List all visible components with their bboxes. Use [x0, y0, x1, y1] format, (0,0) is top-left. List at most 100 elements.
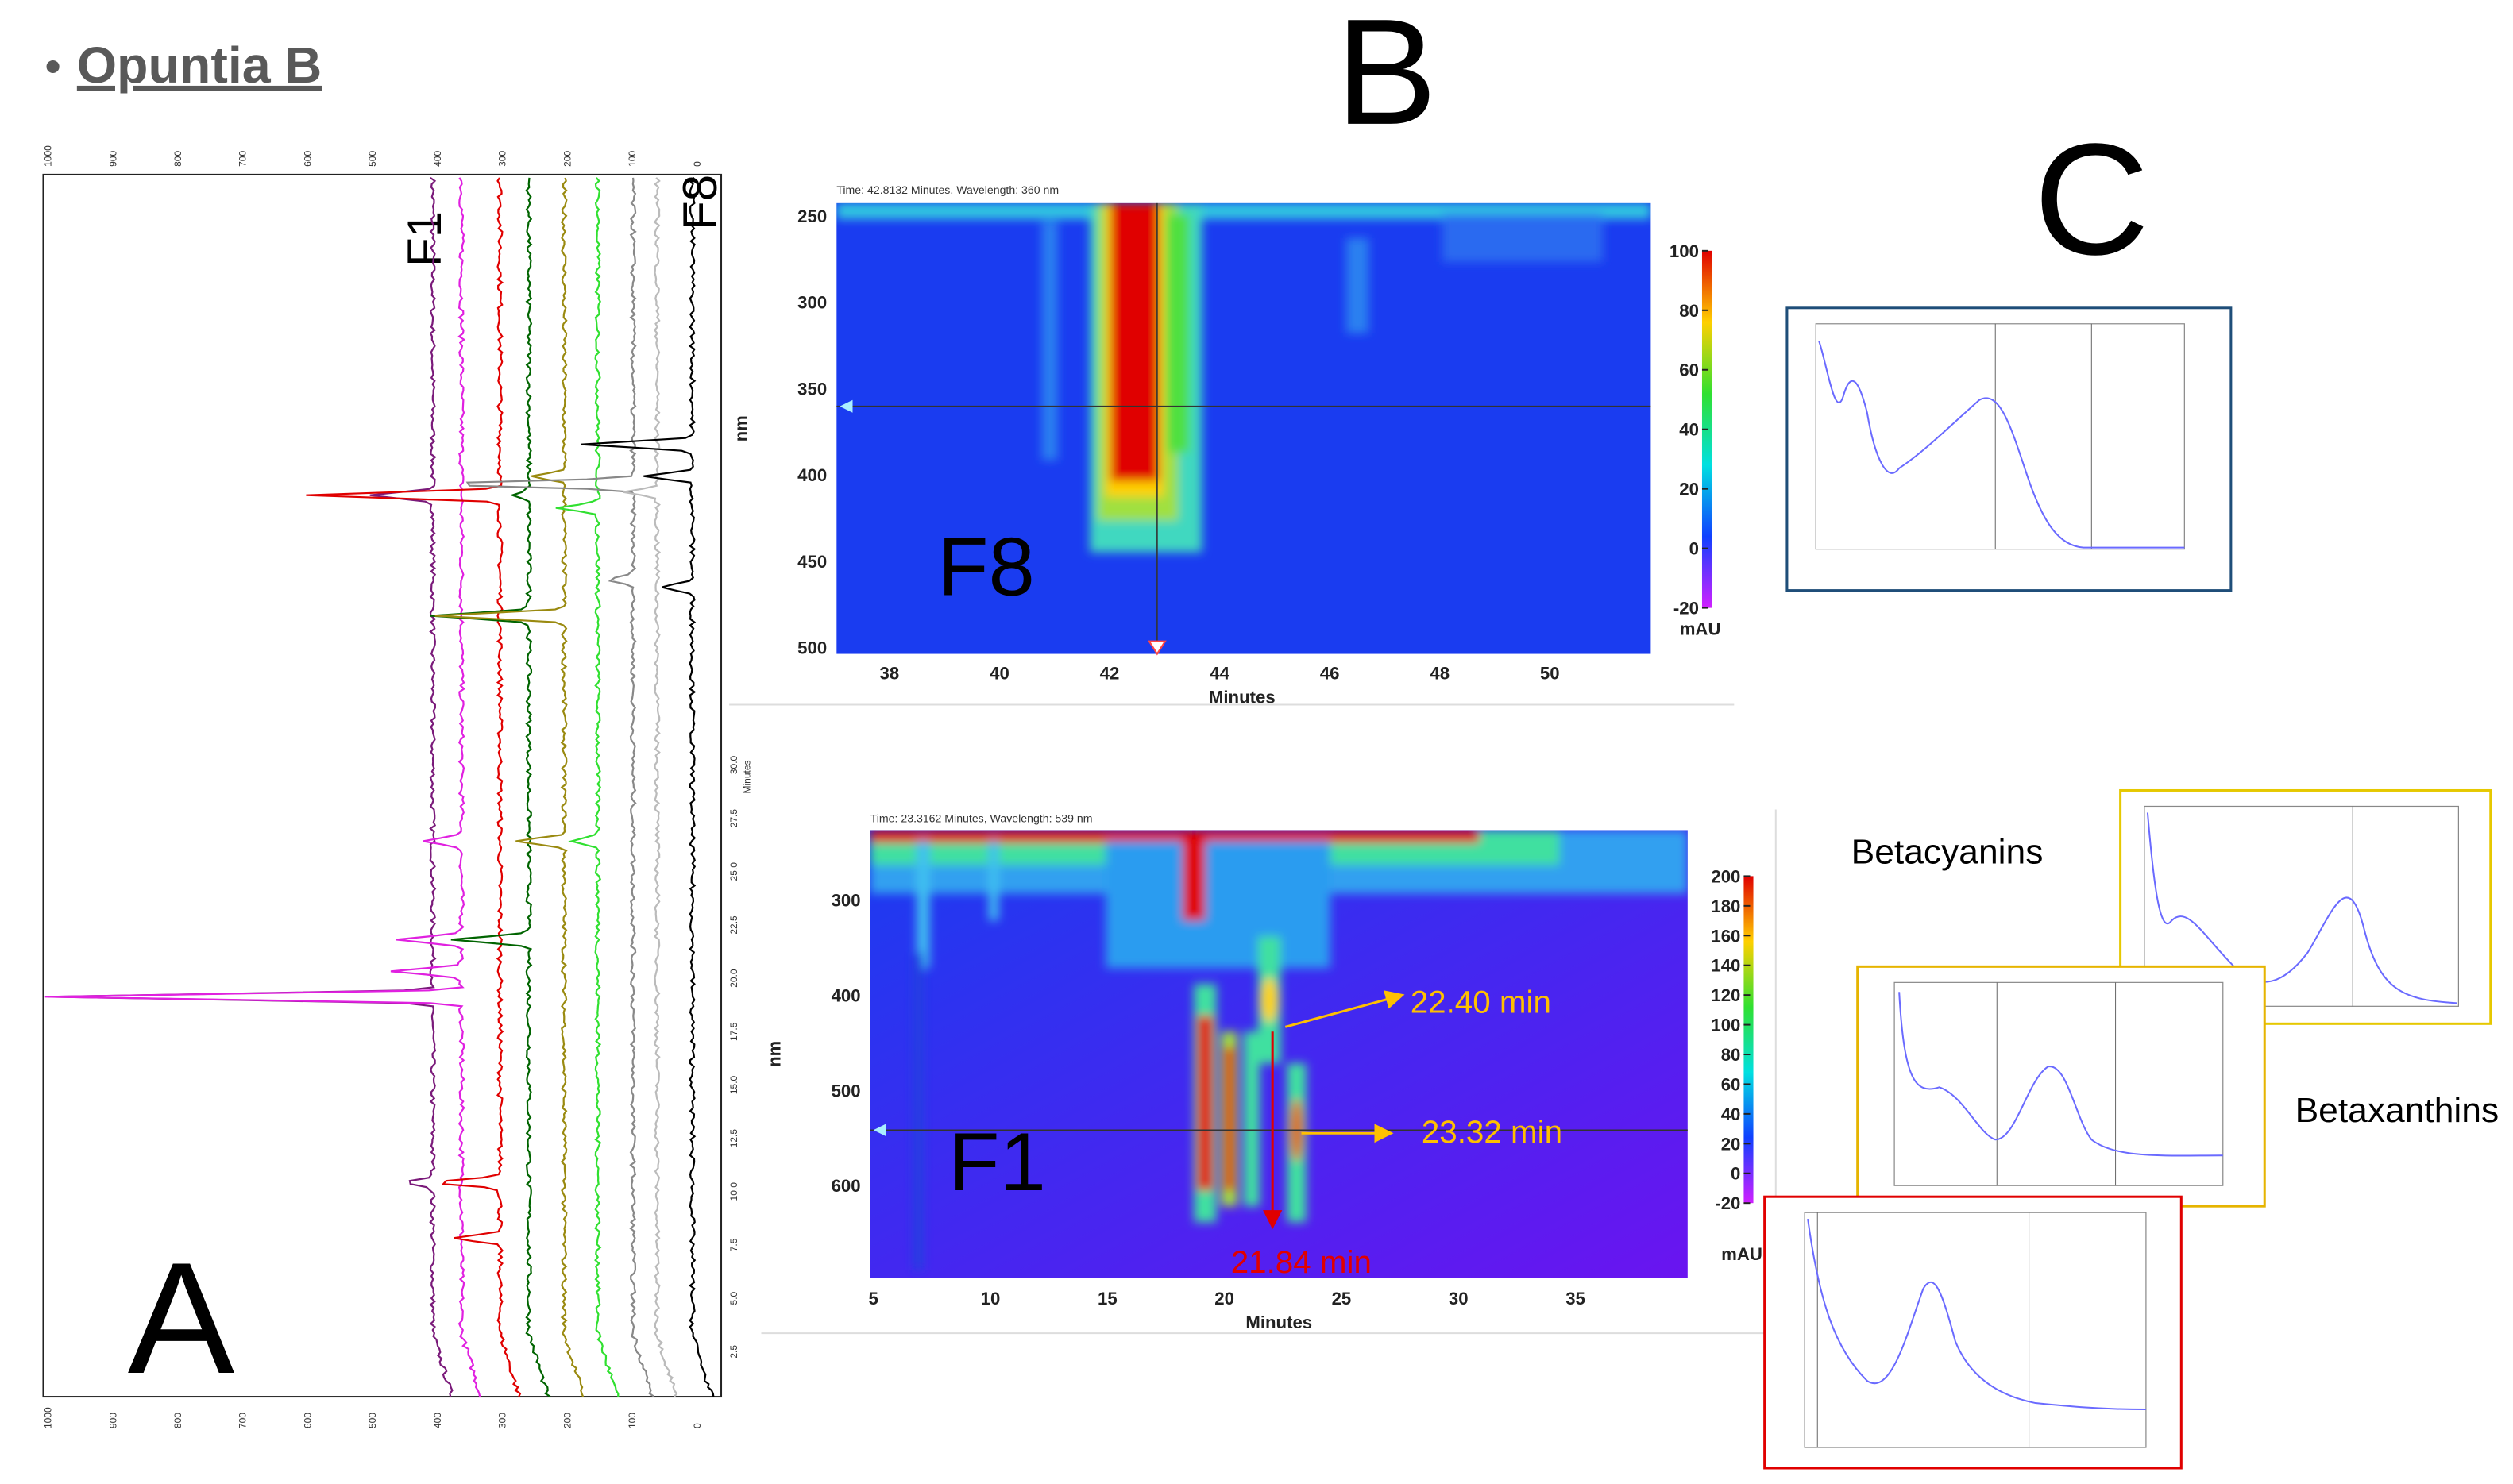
heatmap-bottom: Time: 23.3162 Minutes, Wavelength: 539 n… — [765, 812, 1762, 1333]
x-tick-label: 600 — [302, 151, 313, 167]
panel-a-frame — [42, 173, 723, 1398]
y-tick-label: 10.0 — [728, 1182, 739, 1201]
colorbar-tick-label: 40 — [1679, 420, 1699, 440]
trace — [434, 177, 585, 1397]
y-tick-label: 27.5 — [728, 809, 739, 828]
panel-label: C — [2033, 110, 2149, 288]
colorbar-tick-label: 0 — [1689, 539, 1699, 559]
colorbar-tick-label: -20 — [1715, 1193, 1740, 1213]
panel-label: A — [128, 1229, 235, 1407]
y-tick-label: 5.0 — [728, 1291, 739, 1305]
x-tick-label: 40 — [990, 664, 1009, 684]
y-tick-label: 500 — [797, 638, 827, 658]
fraction-label: F8 — [937, 521, 1034, 613]
x-tick-label: 1000 — [43, 145, 54, 167]
y-tick-label: 2.5 — [728, 1345, 739, 1359]
trace — [465, 177, 655, 1397]
y-tick-label: 25.0 — [728, 862, 739, 881]
colorbar-unit: mAU — [1680, 619, 1721, 639]
x-tick-label: 400 — [432, 151, 443, 167]
trace — [430, 177, 551, 1397]
y-tick-label: 400 — [832, 985, 861, 1005]
x-tick-label: 1000 — [43, 1407, 54, 1428]
colorbar-tick-label: 100 — [1711, 1016, 1740, 1035]
panel-label: B — [1336, 0, 1438, 156]
y-tick-label: 30.0 — [728, 756, 739, 775]
colorbar-unit: mAU — [1721, 1244, 1762, 1264]
colorbar-tick-label: 80 — [1721, 1045, 1741, 1065]
spectrum-box — [1785, 306, 2233, 592]
colorbar-tick-label: 120 — [1711, 985, 1740, 1005]
x-tick-label: 25 — [1332, 1289, 1352, 1309]
bullet — [46, 60, 60, 73]
x-tick-label: 48 — [1430, 664, 1450, 684]
x-tick-label: 30 — [1449, 1289, 1469, 1309]
x-tick-label: 700 — [237, 151, 249, 167]
colorbar-tick-label: 140 — [1711, 956, 1740, 976]
y-tick-label: 450 — [797, 552, 827, 572]
info: Time: 23.3162 Minutes, Wavelength: 539 n… — [870, 812, 1093, 825]
x-tick-label: 200 — [562, 1413, 573, 1428]
heatmap-top: Time: 42.8132 Minutes, Wavelength: 360 n… — [731, 183, 1720, 707]
info: Time: 42.8132 Minutes, Wavelength: 360 n… — [836, 183, 1059, 196]
x-tick-label: 500 — [367, 1413, 378, 1428]
heatmap-bg — [836, 202, 1651, 654]
trace — [306, 177, 522, 1397]
x-tick-label: 46 — [1320, 664, 1340, 684]
x-tick-label: 900 — [107, 1413, 118, 1428]
y-tick-label: 17.5 — [728, 1022, 739, 1041]
y-tick-label: 400 — [797, 465, 827, 485]
y-tick-label: 350 — [797, 379, 827, 399]
x-tick-label: 300 — [497, 151, 508, 167]
y-tick-label: 600 — [832, 1176, 861, 1196]
colorbar-tick-label: 180 — [1711, 896, 1740, 916]
x-tick-label: 15 — [1098, 1289, 1118, 1309]
colorbar-tick-label: 20 — [1721, 1134, 1741, 1154]
trace-label: F8 — [673, 175, 727, 230]
y-tick-label: 500 — [832, 1081, 861, 1100]
slide-title: Opuntia B — [77, 37, 322, 94]
x-tick-label: 20 — [1214, 1289, 1234, 1309]
panel-a: A F1 F8 Minutes 100010009009008008007007… — [42, 145, 752, 1428]
colorbar — [1743, 876, 1754, 1204]
x-tick-label: 0 — [692, 161, 703, 167]
colorbar-tick-label: 60 — [1679, 360, 1699, 380]
colorbar-tick-label: 20 — [1679, 480, 1699, 499]
axis-label: Minutes — [741, 760, 752, 793]
y-tick-label: 300 — [797, 293, 827, 313]
spectrum-box — [1763, 1195, 2183, 1470]
x-tick-label: 600 — [302, 1413, 313, 1428]
colorbar-tick-label: 160 — [1711, 926, 1740, 946]
x-tick-label: 800 — [172, 1413, 183, 1428]
trace — [622, 177, 678, 1397]
x-tick-label: 38 — [880, 664, 900, 684]
y-axis-label: nm — [731, 415, 751, 441]
colorbar-tick-label: 60 — [1721, 1075, 1741, 1095]
y-tick-label: 7.5 — [728, 1238, 739, 1251]
x-tick-label: 100 — [627, 1413, 638, 1428]
x-tick-label: 0 — [692, 1423, 703, 1428]
x-tick-label: 5 — [869, 1289, 878, 1309]
x-tick-label: 800 — [172, 151, 183, 167]
x-tick-label: 500 — [367, 151, 378, 167]
y-tick-label: 15.0 — [728, 1076, 739, 1095]
x-tick-label: 10 — [981, 1289, 1001, 1309]
group-label: Betacyanins — [1851, 833, 2044, 872]
trace — [44, 177, 481, 1397]
x-tick-label: 42 — [1100, 664, 1120, 684]
y-tick-label: 12.5 — [728, 1129, 739, 1148]
y-tick-label: 20.0 — [728, 969, 739, 988]
y-tick-label: 22.5 — [728, 915, 739, 935]
y-tick-label: 300 — [832, 890, 861, 910]
x-tick-label: 35 — [1565, 1289, 1585, 1309]
colorbar-tick-label: 0 — [1731, 1164, 1740, 1184]
colorbar-tick-label: -20 — [1673, 599, 1699, 619]
x-tick-label: 900 — [107, 151, 118, 167]
x-axis-label: Minutes — [1209, 688, 1276, 707]
x-tick-label: 200 — [562, 151, 573, 167]
x-tick-label: 100 — [627, 151, 638, 167]
trace-label: F1 — [397, 211, 451, 267]
peak-label: 21.84 min — [1231, 1244, 1372, 1280]
